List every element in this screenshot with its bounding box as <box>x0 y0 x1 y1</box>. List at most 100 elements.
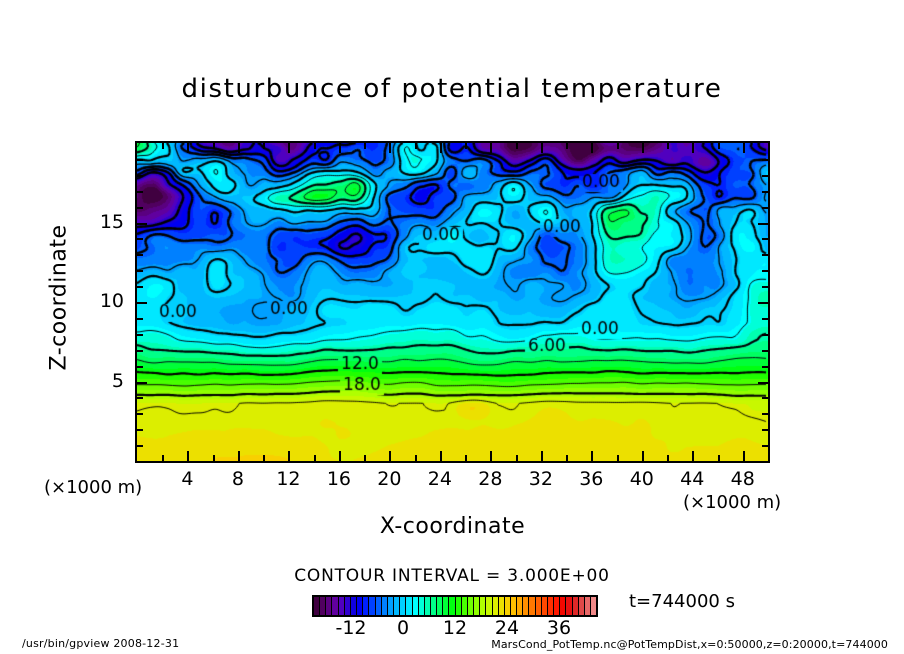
x-tick-label-44: 44 <box>680 468 705 490</box>
y-tick-right-12 <box>762 270 768 273</box>
x-tick-top-46 <box>717 143 720 149</box>
colorbar-cell-24 <box>461 597 468 615</box>
x-tick-10 <box>263 455 266 461</box>
colorbar <box>312 595 598 617</box>
y-tick-8 <box>137 333 143 336</box>
x-tick-label-20: 20 <box>377 468 402 490</box>
x-tick-top-6 <box>212 143 215 149</box>
y-tick-right-8 <box>762 333 768 336</box>
colorbar-cell-18 <box>424 597 431 615</box>
x-tick-label-12: 12 <box>276 468 301 490</box>
x-tick-top-40 <box>641 143 644 153</box>
x-tick-top-44 <box>692 143 695 153</box>
y-tick-right-3 <box>762 413 768 416</box>
x-tick-top-28 <box>490 143 493 153</box>
colorbar-cell-8 <box>363 597 370 615</box>
colorbar-cell-17 <box>418 597 425 615</box>
colorbar-cell-41 <box>566 597 573 615</box>
colorbar-cell-22 <box>449 597 456 615</box>
y-tick-1 <box>137 445 143 448</box>
footer-datasource: MarsCond_PotTemp.nc@PotTempDist,x=0:5000… <box>491 638 888 651</box>
contour-interval-caption: CONTOUR INTERVAL = 3.000E+00 <box>294 566 610 586</box>
x-tick-top-14 <box>313 143 316 149</box>
colorbar-cell-4 <box>338 597 345 615</box>
colorbar-cell-26 <box>474 597 481 615</box>
colorbar-tick-36: 36 <box>546 617 572 639</box>
colorbar-cell-27 <box>480 597 487 615</box>
x-tick-top-8 <box>237 143 240 153</box>
y-tick-5 <box>137 381 147 384</box>
colorbar-cell-29 <box>492 597 499 615</box>
x-tick-label-32: 32 <box>528 468 553 490</box>
colorbar-cell-23 <box>455 597 462 615</box>
x-tick-top-22 <box>414 143 417 149</box>
x-tick-48 <box>742 451 745 461</box>
y-tick-right-18 <box>762 174 768 177</box>
y-tick-18 <box>137 174 143 177</box>
colorbar-cell-10 <box>375 597 382 615</box>
y-tick-right-11 <box>762 286 768 289</box>
colorbar-cell-6 <box>350 597 358 615</box>
x-tick-label-36: 36 <box>579 468 604 490</box>
y-tick-2 <box>137 429 143 432</box>
colorbar-cell-28 <box>486 597 493 615</box>
colorbar-tick-0: 0 <box>396 617 410 639</box>
y-tick-14 <box>137 238 143 241</box>
x-tick-label-28: 28 <box>478 468 503 490</box>
y-tick-right-15 <box>758 222 768 225</box>
x-tick-26 <box>465 455 468 461</box>
y-tick-16 <box>137 206 143 209</box>
y-tick-right-9 <box>762 317 768 320</box>
x-tick-label-48: 48 <box>730 468 755 490</box>
y-tick-17 <box>137 190 143 193</box>
colorbar-cell-16 <box>412 597 419 615</box>
contour-field-canvas <box>137 143 768 461</box>
colorbar-cell-25 <box>467 597 475 615</box>
x-tick-label-24: 24 <box>427 468 452 490</box>
colorbar-cell-0 <box>314 597 321 615</box>
y-tick-7 <box>137 349 143 352</box>
x-tick-36 <box>591 451 594 461</box>
x-tick-32 <box>540 451 543 461</box>
colorbar-cell-34 <box>523 597 530 615</box>
x-tick-label-40: 40 <box>629 468 654 490</box>
x-tick-4 <box>187 451 190 461</box>
y-tick-label-15: 15 <box>99 210 124 233</box>
y-tick-9 <box>137 317 143 320</box>
y-tick-right-5 <box>758 381 768 384</box>
x-tick-top-42 <box>667 143 670 149</box>
y-tick-right-14 <box>762 238 768 241</box>
colorbar-cell-30 <box>498 597 505 615</box>
x-tick-28 <box>490 451 493 461</box>
x-tick-40 <box>641 451 644 461</box>
x-tick-top-48 <box>742 143 745 153</box>
x-tick-top-24 <box>439 143 442 153</box>
x-tick-top-20 <box>389 143 392 153</box>
colorbar-cell-15 <box>406 597 413 615</box>
y-tick-right-1 <box>762 445 768 448</box>
y-tick-13 <box>137 254 143 257</box>
colorbar-cell-43 <box>578 597 585 615</box>
colorbar-cell-3 <box>332 597 339 615</box>
colorbar-cell-20 <box>437 597 444 615</box>
x-axis-title: X-coordinate <box>379 514 526 539</box>
x-tick-16 <box>338 451 341 461</box>
x-tick-12 <box>288 451 291 461</box>
y-tick-right-6 <box>762 365 768 368</box>
x-tick-top-30 <box>515 143 518 149</box>
colorbar-cell-1 <box>320 597 327 615</box>
x-tick-top-34 <box>566 143 569 149</box>
colorbar-cell-31 <box>504 597 511 615</box>
colorbar-tick--12: -12 <box>335 617 367 639</box>
x-tick-34 <box>566 455 569 461</box>
colorbar-cell-19 <box>430 597 438 615</box>
x-tick-label-4: 4 <box>181 468 194 490</box>
x-tick-6 <box>212 455 215 461</box>
colorbar-cell-21 <box>443 597 450 615</box>
x-axis-units-right: (×1000 m) <box>683 492 782 513</box>
contour-plot-area <box>135 141 770 463</box>
y-tick-15 <box>137 222 147 225</box>
colorbar-cell-42 <box>572 597 579 615</box>
y-tick-right-16 <box>762 206 768 209</box>
colorbar-tick-24: 24 <box>494 617 520 639</box>
